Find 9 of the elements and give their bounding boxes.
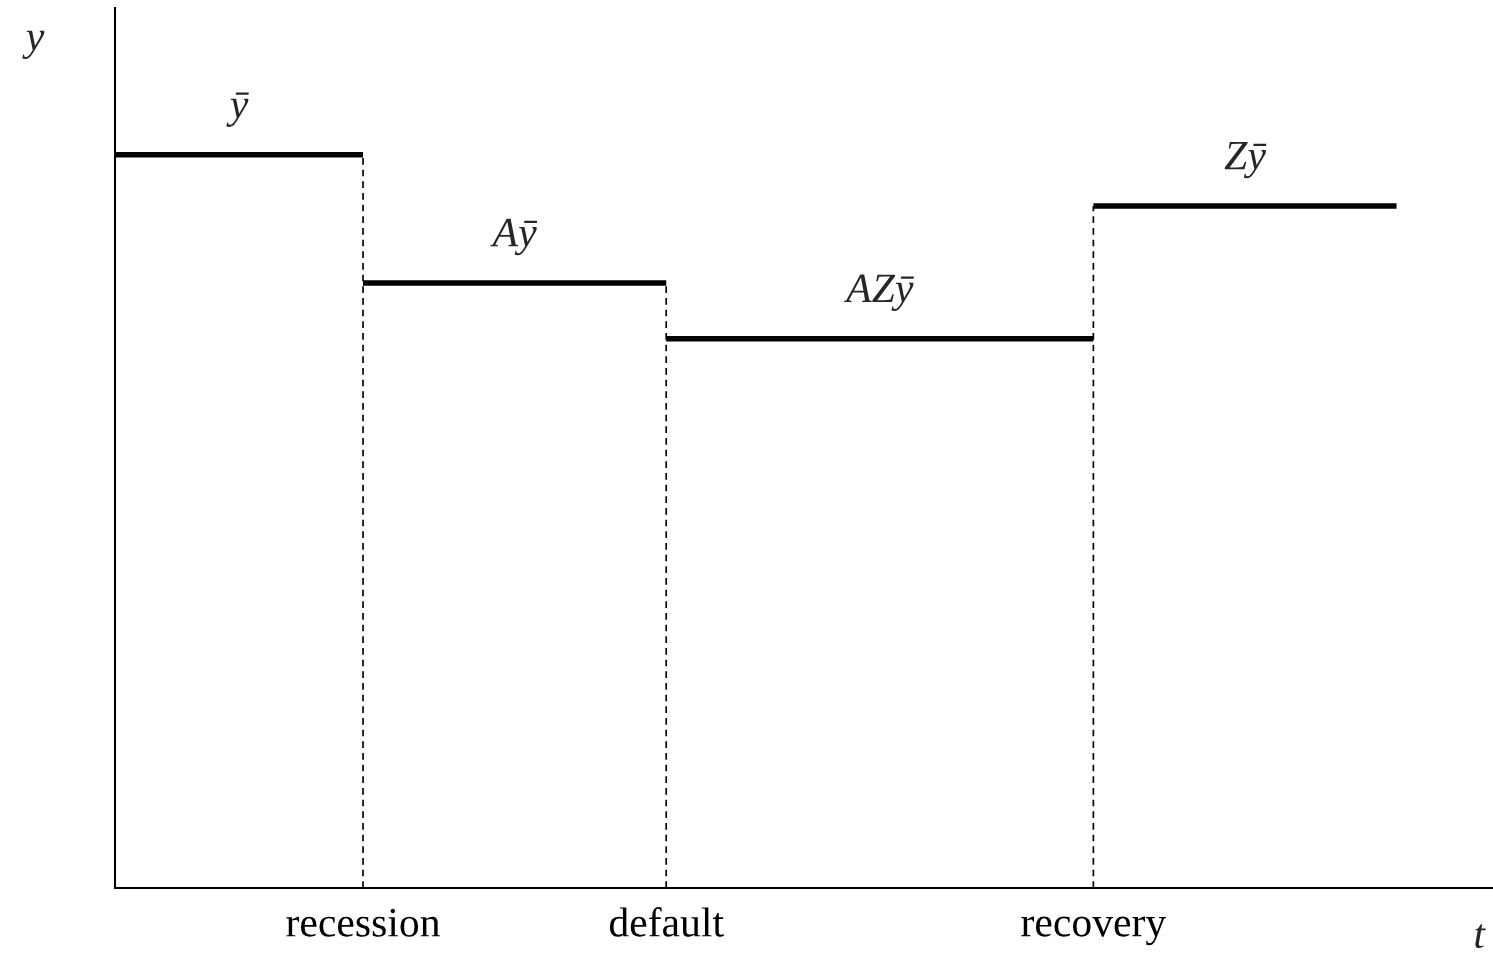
x-axis-title: t: [1475, 924, 1486, 949]
x-tick-label: recession: [286, 908, 440, 937]
annotation: Aȳ: [490, 218, 538, 256]
x-tick-label: recovery: [1021, 916, 1167, 946]
x-tick-label: default: [609, 907, 724, 937]
annotation: AZȳ: [843, 274, 914, 311]
y-axis-title: y: [22, 30, 45, 59]
annotation: ȳ: [226, 92, 249, 127]
annotation: Zȳ: [1224, 141, 1267, 179]
